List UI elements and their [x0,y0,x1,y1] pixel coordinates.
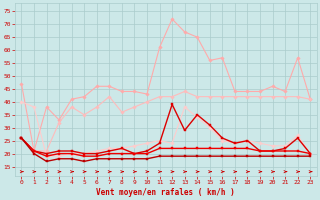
X-axis label: Vent moyen/en rafales ( km/h ): Vent moyen/en rafales ( km/h ) [96,188,235,197]
